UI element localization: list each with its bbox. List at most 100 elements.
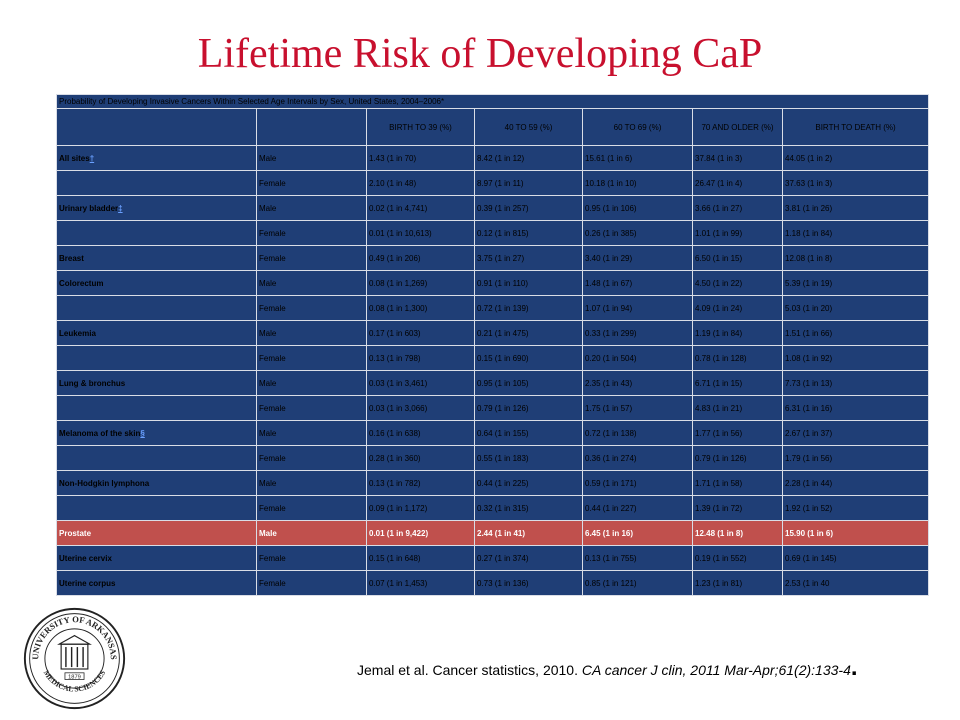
table-row: Uterine cervix Female 0.15 (1 in 648) 0.27 … [56, 545, 930, 571]
cancer-site-label: Urinary bladder [59, 203, 119, 213]
cancer-site-label: Breast [59, 253, 84, 263]
probability-cell: 1.71 (1 in 58) [692, 470, 783, 496]
probability-cell: 0.79 (1 in 126) [692, 445, 783, 471]
probability-cell: 0.36 (1 in 274) [582, 445, 693, 471]
table-caption-row: Probability of Developing Invasive Cance… [55, 94, 930, 109]
table-row: Colorectum Male 0.08 (1 in 1,269) 0.91 (1 i… [56, 270, 930, 296]
probability-cell: 0.44 (1 in 225) [474, 470, 583, 496]
probability-cell: 5.39 (1 in 19) [781, 270, 930, 296]
probability-cell: 2.44 (1 in 41) [474, 520, 583, 546]
probability-cell: 0.85 (1 in 121) [582, 570, 693, 596]
cancer-site-label: Uterine corpus [59, 578, 116, 588]
probability-cell: 3.75 (1 in 27) [474, 245, 583, 271]
probability-cell: 0.72 (1 in 138) [582, 420, 693, 446]
probability-cell: 0.95 (1 in 105) [474, 370, 583, 396]
cancer-site-cell: Breast [56, 245, 257, 271]
probability-cell: 2.10 (1 in 48) [366, 170, 475, 196]
probability-cell: 0.19 (1 in 552) [692, 545, 783, 571]
footnote-link[interactable]: ‡ [118, 203, 123, 213]
probability-cell: 1.92 (1 in 52) [781, 495, 930, 521]
table-row: Female 2.10 (1 in 48) 8.97 (1 in 11) 10.18 … [56, 170, 930, 196]
probability-cell: 10.18 (1 in 10) [582, 170, 693, 196]
probability-cell: 6.31 (1 in 16) [781, 395, 930, 421]
table-row: Female 0.13 (1 in 798) 0.15 (1 in 690) 0.20… [56, 345, 930, 371]
sex-cell: Female [256, 395, 367, 421]
cancer-site-cell [56, 345, 257, 371]
header-cell: BIRTH TO DEATH (%) [781, 108, 930, 146]
probability-cell: 0.49 (1 in 206) [366, 245, 475, 271]
probability-cell: 2.67 (1 in 37) [781, 420, 930, 446]
probability-cell: 5.03 (1 in 20) [781, 295, 930, 321]
cancer-site-cell [56, 220, 257, 246]
table-row: Breast Female 0.49 (1 in 206) 3.75 (1 in 27… [56, 245, 930, 271]
probability-cell: 0.12 (1 in 815) [474, 220, 583, 246]
sex-cell: Male [256, 470, 367, 496]
probability-cell: 0.16 (1 in 638) [366, 420, 475, 446]
cancer-site-label: Colorectum [59, 278, 104, 288]
probability-cell: 1.48 (1 in 67) [582, 270, 693, 296]
probability-cell: 6.45 (1 in 16) [582, 520, 693, 546]
probability-cell: 26.47 (1 in 4) [692, 170, 783, 196]
cancer-site-cell [56, 395, 257, 421]
probability-cell: 0.13 (1 in 755) [582, 545, 693, 571]
table-row: Non-Hodgkin lymphona Male 0.13 (1 in 782) 0… [56, 470, 930, 496]
probability-cell: 0.13 (1 in 798) [366, 345, 475, 371]
probability-cell: 0.03 (1 in 3,066) [366, 395, 475, 421]
probability-cell: 0.27 (1 in 374) [474, 545, 583, 571]
cancer-site-cell: Urinary bladder‡ [56, 195, 257, 221]
probability-cell: 0.28 (1 in 360) [366, 445, 475, 471]
probability-cell: 0.01 (1 in 9,422) [366, 520, 475, 546]
probability-cell: 0.44 (1 in 227) [582, 495, 693, 521]
probability-cell: 0.17 (1 in 603) [366, 320, 475, 346]
probability-cell: 7.73 (1 in 13) [781, 370, 930, 396]
probability-cell: 0.03 (1 in 3,461) [366, 370, 475, 396]
cancer-site-cell: Lung & bronchus [56, 370, 257, 396]
probability-cell: 3.81 (1 in 26) [781, 195, 930, 221]
cancer-site-cell: Uterine corpus [56, 570, 257, 596]
probability-cell: 3.66 (1 in 27) [692, 195, 783, 221]
table-row: Female 0.01 (1 in 10,613) 0.12 (1 in 815) 0… [56, 220, 930, 246]
probability-cell: 8.42 (1 in 12) [474, 145, 583, 171]
sex-cell: Male [256, 420, 367, 446]
probability-cell: 0.69 (1 in 145) [781, 545, 930, 571]
probability-cell: 0.78 (1 in 128) [692, 345, 783, 371]
footnote-link[interactable]: § [140, 428, 145, 438]
footnote-link[interactable]: † [89, 153, 95, 163]
table-row: Prostate Male 0.01 (1 in 9,422) 2.44 (1 in … [56, 520, 930, 546]
cancer-site-label: Non-Hodgkin lymphona [59, 478, 150, 488]
table-row: Female 0.08 (1 in 1,300) 0.72 (1 in 139) 1.… [56, 295, 930, 321]
probability-cell: 1.01 (1 in 99) [692, 220, 783, 246]
probability-cell: 6.71 (1 in 15) [692, 370, 783, 396]
probability-cell: 0.72 (1 in 139) [474, 295, 583, 321]
probability-cell: 0.79 (1 in 126) [474, 395, 583, 421]
probability-cell: 0.59 (1 in 171) [582, 470, 693, 496]
sex-cell: Female [256, 495, 367, 521]
probability-cell: 0.33 (1 in 299) [582, 320, 693, 346]
probability-cell: 0.07 (1 in 1,453) [366, 570, 475, 596]
cancer-site-label: Prostate [59, 528, 92, 538]
cancer-site-label: Leukemia [59, 328, 96, 338]
sex-cell: Female [256, 570, 367, 596]
probability-cell: 0.95 (1 in 106) [582, 195, 693, 221]
probability-cell: 44.05 (1 in 2) [781, 145, 930, 171]
cancer-site-cell: Colorectum [56, 270, 257, 296]
cancer-site-cell [56, 495, 257, 521]
cancer-site-cell: Melanoma of the skin§ [56, 420, 257, 446]
citation: Jemal et al. Cancer statistics, 2010. CA… [357, 656, 858, 680]
probability-cell: 0.15 (1 in 690) [474, 345, 583, 371]
probability-cell: 0.32 (1 in 315) [474, 495, 583, 521]
probability-cell: 12.08 (1 in 8) [781, 245, 930, 271]
probability-cell: 15.61 (1 in 6) [582, 145, 693, 171]
probability-cell: 37.84 (1 in 3) [692, 145, 783, 171]
probability-cell: 1.75 (1 in 57) [582, 395, 693, 421]
header-cell: BIRTH TO 39 (%) [366, 108, 475, 146]
probability-cell: 37.63 (1 in 3) [781, 170, 930, 196]
table-row: All sites† Male 1.43 (1 in 70) 8.42 (1 in 1… [56, 145, 930, 171]
header-cell: 70 AND OLDER (%) [692, 108, 783, 146]
probability-cell: 2.28 (1 in 44) [781, 470, 930, 496]
probability-cell: 0.91 (1 in 110) [474, 270, 583, 296]
probability-cell: 1.43 (1 in 70) [366, 145, 475, 171]
probability-cell: 1.18 (1 in 84) [781, 220, 930, 246]
cancer-site-cell: Uterine cervix [56, 545, 257, 571]
probability-cell: 1.79 (1 in 56) [781, 445, 930, 471]
